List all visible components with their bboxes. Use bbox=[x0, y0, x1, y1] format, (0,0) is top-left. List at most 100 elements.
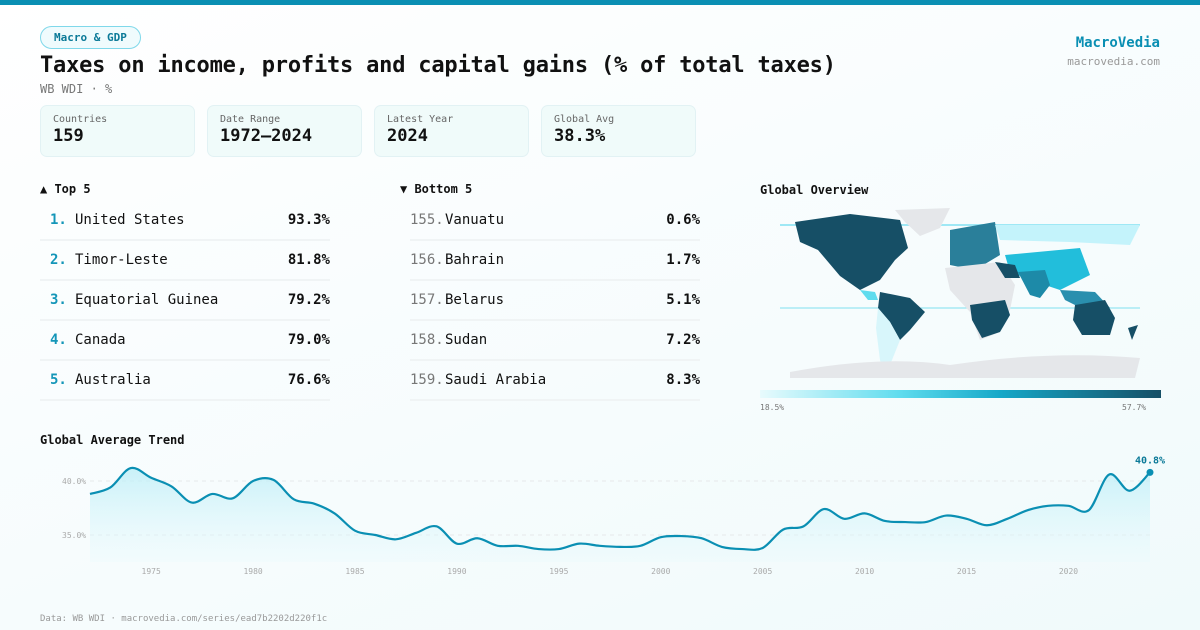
country-greenland[interactable] bbox=[895, 208, 950, 236]
country-value: 79.2% bbox=[287, 292, 330, 308]
trend-line bbox=[89, 466, 1151, 551]
country-name: Canada bbox=[75, 332, 126, 348]
country-value: 81.8% bbox=[287, 252, 330, 268]
area-fill bbox=[90, 467, 1150, 562]
legend-min-label: 18.5% bbox=[760, 403, 785, 412]
list-item[interactable]: 157. Belarus 5.1% bbox=[410, 281, 700, 321]
page-title: Taxes on income, profits and capital gai… bbox=[40, 53, 836, 78]
list-item[interactable]: 4. Canada 79.0% bbox=[40, 321, 330, 361]
x-tick-label: 1975 bbox=[142, 567, 161, 576]
country-value: 8.3% bbox=[666, 372, 700, 388]
stat-label: Global Avg bbox=[554, 114, 615, 125]
map-heading: Global Overview bbox=[760, 183, 869, 197]
list-item[interactable]: 2. Timor-Leste 81.8% bbox=[40, 241, 330, 281]
country-australia[interactable] bbox=[1073, 300, 1115, 335]
rank: 1. bbox=[50, 212, 67, 228]
country-value: 1.7% bbox=[666, 252, 700, 268]
country-brazil[interactable] bbox=[878, 292, 925, 340]
map-legend-gradient bbox=[760, 390, 1161, 398]
y-tick-label: 40.0% bbox=[62, 477, 86, 486]
top5-heading: ▲ Top 5 bbox=[40, 182, 91, 196]
x-tick-label: 1990 bbox=[447, 567, 466, 576]
rank: 3. bbox=[50, 292, 67, 308]
country-value: 5.1% bbox=[666, 292, 700, 308]
rank: 4. bbox=[50, 332, 67, 348]
country-central-america[interactable] bbox=[860, 290, 878, 300]
stat-card-global-avg: Global Avg 38.3% bbox=[541, 105, 696, 157]
trend-chart: 35.0% 40.0% 1975 1980 1985 1990 1995 2000 2005 20… bbox=[62, 455, 1165, 576]
list-item[interactable]: 5. Australia 76.6% bbox=[40, 361, 330, 401]
country-value: 79.0% bbox=[287, 332, 330, 348]
bottom5-list: 155. Vanuatu 0.6% 156. Bahrain 1.7% 157. Belaru… bbox=[410, 201, 700, 401]
country-argentina-chile[interactable] bbox=[876, 308, 900, 378]
top-accent-bar bbox=[0, 0, 1200, 5]
country-iran[interactable] bbox=[995, 262, 1020, 278]
country-india[interactable] bbox=[1018, 270, 1050, 298]
list-item[interactable]: 159. Saudi Arabia 8.3% bbox=[410, 361, 700, 401]
list-item[interactable]: 3. Equatorial Guinea 79.2% bbox=[40, 281, 330, 321]
country-value: 0.6% bbox=[666, 212, 700, 228]
country-name: Belarus bbox=[445, 292, 505, 308]
bottom5-heading: ▼ Bottom 5 bbox=[400, 182, 473, 196]
category-badge[interactable]: Macro & GDP bbox=[40, 26, 141, 49]
stat-value: 159 bbox=[53, 126, 84, 146]
list-item[interactable]: 1. United States 93.3% bbox=[40, 201, 330, 241]
stat-label: Latest Year bbox=[387, 114, 454, 125]
y-tick-label: 35.0% bbox=[62, 531, 86, 540]
rank: 157. bbox=[410, 292, 444, 308]
region-central-africa[interactable] bbox=[970, 300, 1010, 338]
country-north-america[interactable] bbox=[795, 214, 908, 290]
x-tick-label: 2000 bbox=[651, 567, 670, 576]
trend-heading: Global Average Trend bbox=[40, 433, 185, 447]
country-russia[interactable] bbox=[995, 225, 1140, 245]
rank: 5. bbox=[50, 372, 67, 388]
x-tick-label: 2010 bbox=[855, 567, 874, 576]
last-value-label: 40.8% bbox=[1135, 455, 1165, 466]
rank: 155. bbox=[410, 212, 444, 228]
country-name: Sudan bbox=[445, 332, 488, 348]
x-tick-label: 1985 bbox=[345, 567, 364, 576]
country-name: Bahrain bbox=[445, 252, 505, 268]
stat-value: 38.3% bbox=[554, 126, 606, 146]
footer-source: Data: WB WDI · macrovedia.com/series/ead… bbox=[40, 614, 328, 624]
legend-max-label: 57.7% bbox=[1122, 403, 1147, 412]
country-name: Timor-Leste bbox=[75, 252, 168, 268]
top5-list: 1. United States 93.3% 2. Timor-Leste 81.8% 3.… bbox=[40, 201, 330, 401]
stat-label: Date Range bbox=[220, 114, 281, 125]
rank: 156. bbox=[410, 252, 444, 268]
list-item[interactable]: 158. Sudan 7.2% bbox=[410, 321, 700, 361]
page-subtitle: WB WDI · % bbox=[40, 82, 113, 96]
country-name: Vanuatu bbox=[445, 212, 505, 228]
x-tick-label: 2005 bbox=[753, 567, 772, 576]
stat-card-countries: Countries 159 bbox=[40, 105, 195, 157]
country-value: 93.3% bbox=[287, 212, 330, 228]
country-name: United States bbox=[75, 212, 185, 228]
stat-value: 2024 bbox=[387, 126, 428, 146]
rank: 158. bbox=[410, 332, 444, 348]
country-china[interactable] bbox=[1005, 248, 1090, 290]
stat-card-latest-year: Latest Year 2024 bbox=[374, 105, 529, 157]
world-map[interactable] bbox=[760, 200, 1160, 385]
brand-url[interactable]: macrovedia.com bbox=[1067, 55, 1160, 68]
country-name: Equatorial Guinea bbox=[75, 292, 219, 308]
rank: 159. bbox=[410, 372, 444, 388]
country-name: Australia bbox=[75, 372, 151, 388]
list-item[interactable]: 155. Vanuatu 0.6% bbox=[410, 201, 700, 241]
x-tick-label: 1995 bbox=[549, 567, 568, 576]
region-europe[interactable] bbox=[950, 222, 1000, 270]
country-value: 76.6% bbox=[287, 372, 330, 388]
stat-value: 1972–2024 bbox=[220, 126, 313, 146]
x-tick-label: 1980 bbox=[243, 567, 262, 576]
x-tick-label: 2020 bbox=[1059, 567, 1078, 576]
country-value: 7.2% bbox=[666, 332, 700, 348]
last-point-marker[interactable] bbox=[1146, 468, 1154, 476]
list-item[interactable]: 156. Bahrain 1.7% bbox=[410, 241, 700, 281]
stat-label: Countries bbox=[53, 114, 108, 125]
region-antarctica bbox=[790, 355, 1140, 378]
country-name: Saudi Arabia bbox=[445, 372, 547, 388]
x-tick-label: 2015 bbox=[957, 567, 976, 576]
brand-logo[interactable]: MacroVedia bbox=[1075, 35, 1160, 51]
stat-card-date-range: Date Range 1972–2024 bbox=[207, 105, 362, 157]
rank: 2. bbox=[50, 252, 67, 268]
country-new-zealand[interactable] bbox=[1128, 325, 1138, 340]
